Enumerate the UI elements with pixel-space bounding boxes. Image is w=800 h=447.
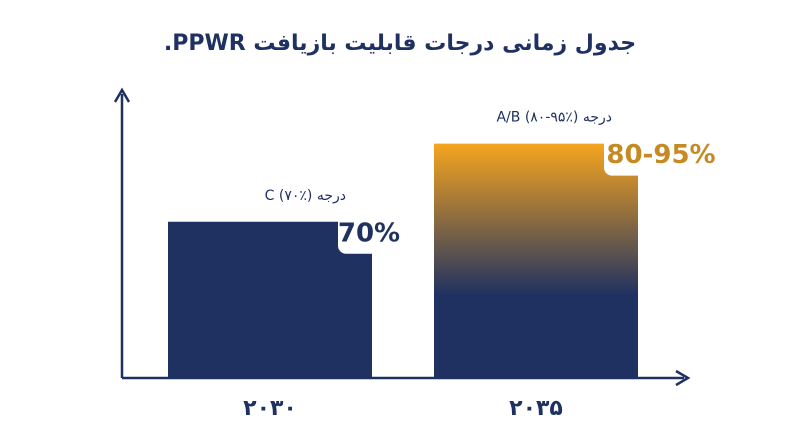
x-tick-label: ۲۰۳۰ xyxy=(243,396,297,421)
value-label-notch xyxy=(338,211,400,254)
bar xyxy=(434,143,638,378)
x-tick-label: ۲۰۳۵ xyxy=(509,396,563,421)
annotation: درجه A/B (۸۰-۹۵٪) xyxy=(496,110,612,126)
annotation: درجه C (۷۰٪) xyxy=(265,188,346,204)
chart-title: جدول زمانی درجات قابلیت بازیافت PPWR. xyxy=(164,31,636,56)
value-label: 80-95% xyxy=(606,140,715,170)
bar xyxy=(168,221,372,378)
x-axis-arrow xyxy=(675,369,691,387)
value-label-notch xyxy=(604,133,718,176)
y-axis-arrow xyxy=(113,87,131,103)
value-label: 70% xyxy=(338,218,400,248)
axes xyxy=(113,87,691,387)
